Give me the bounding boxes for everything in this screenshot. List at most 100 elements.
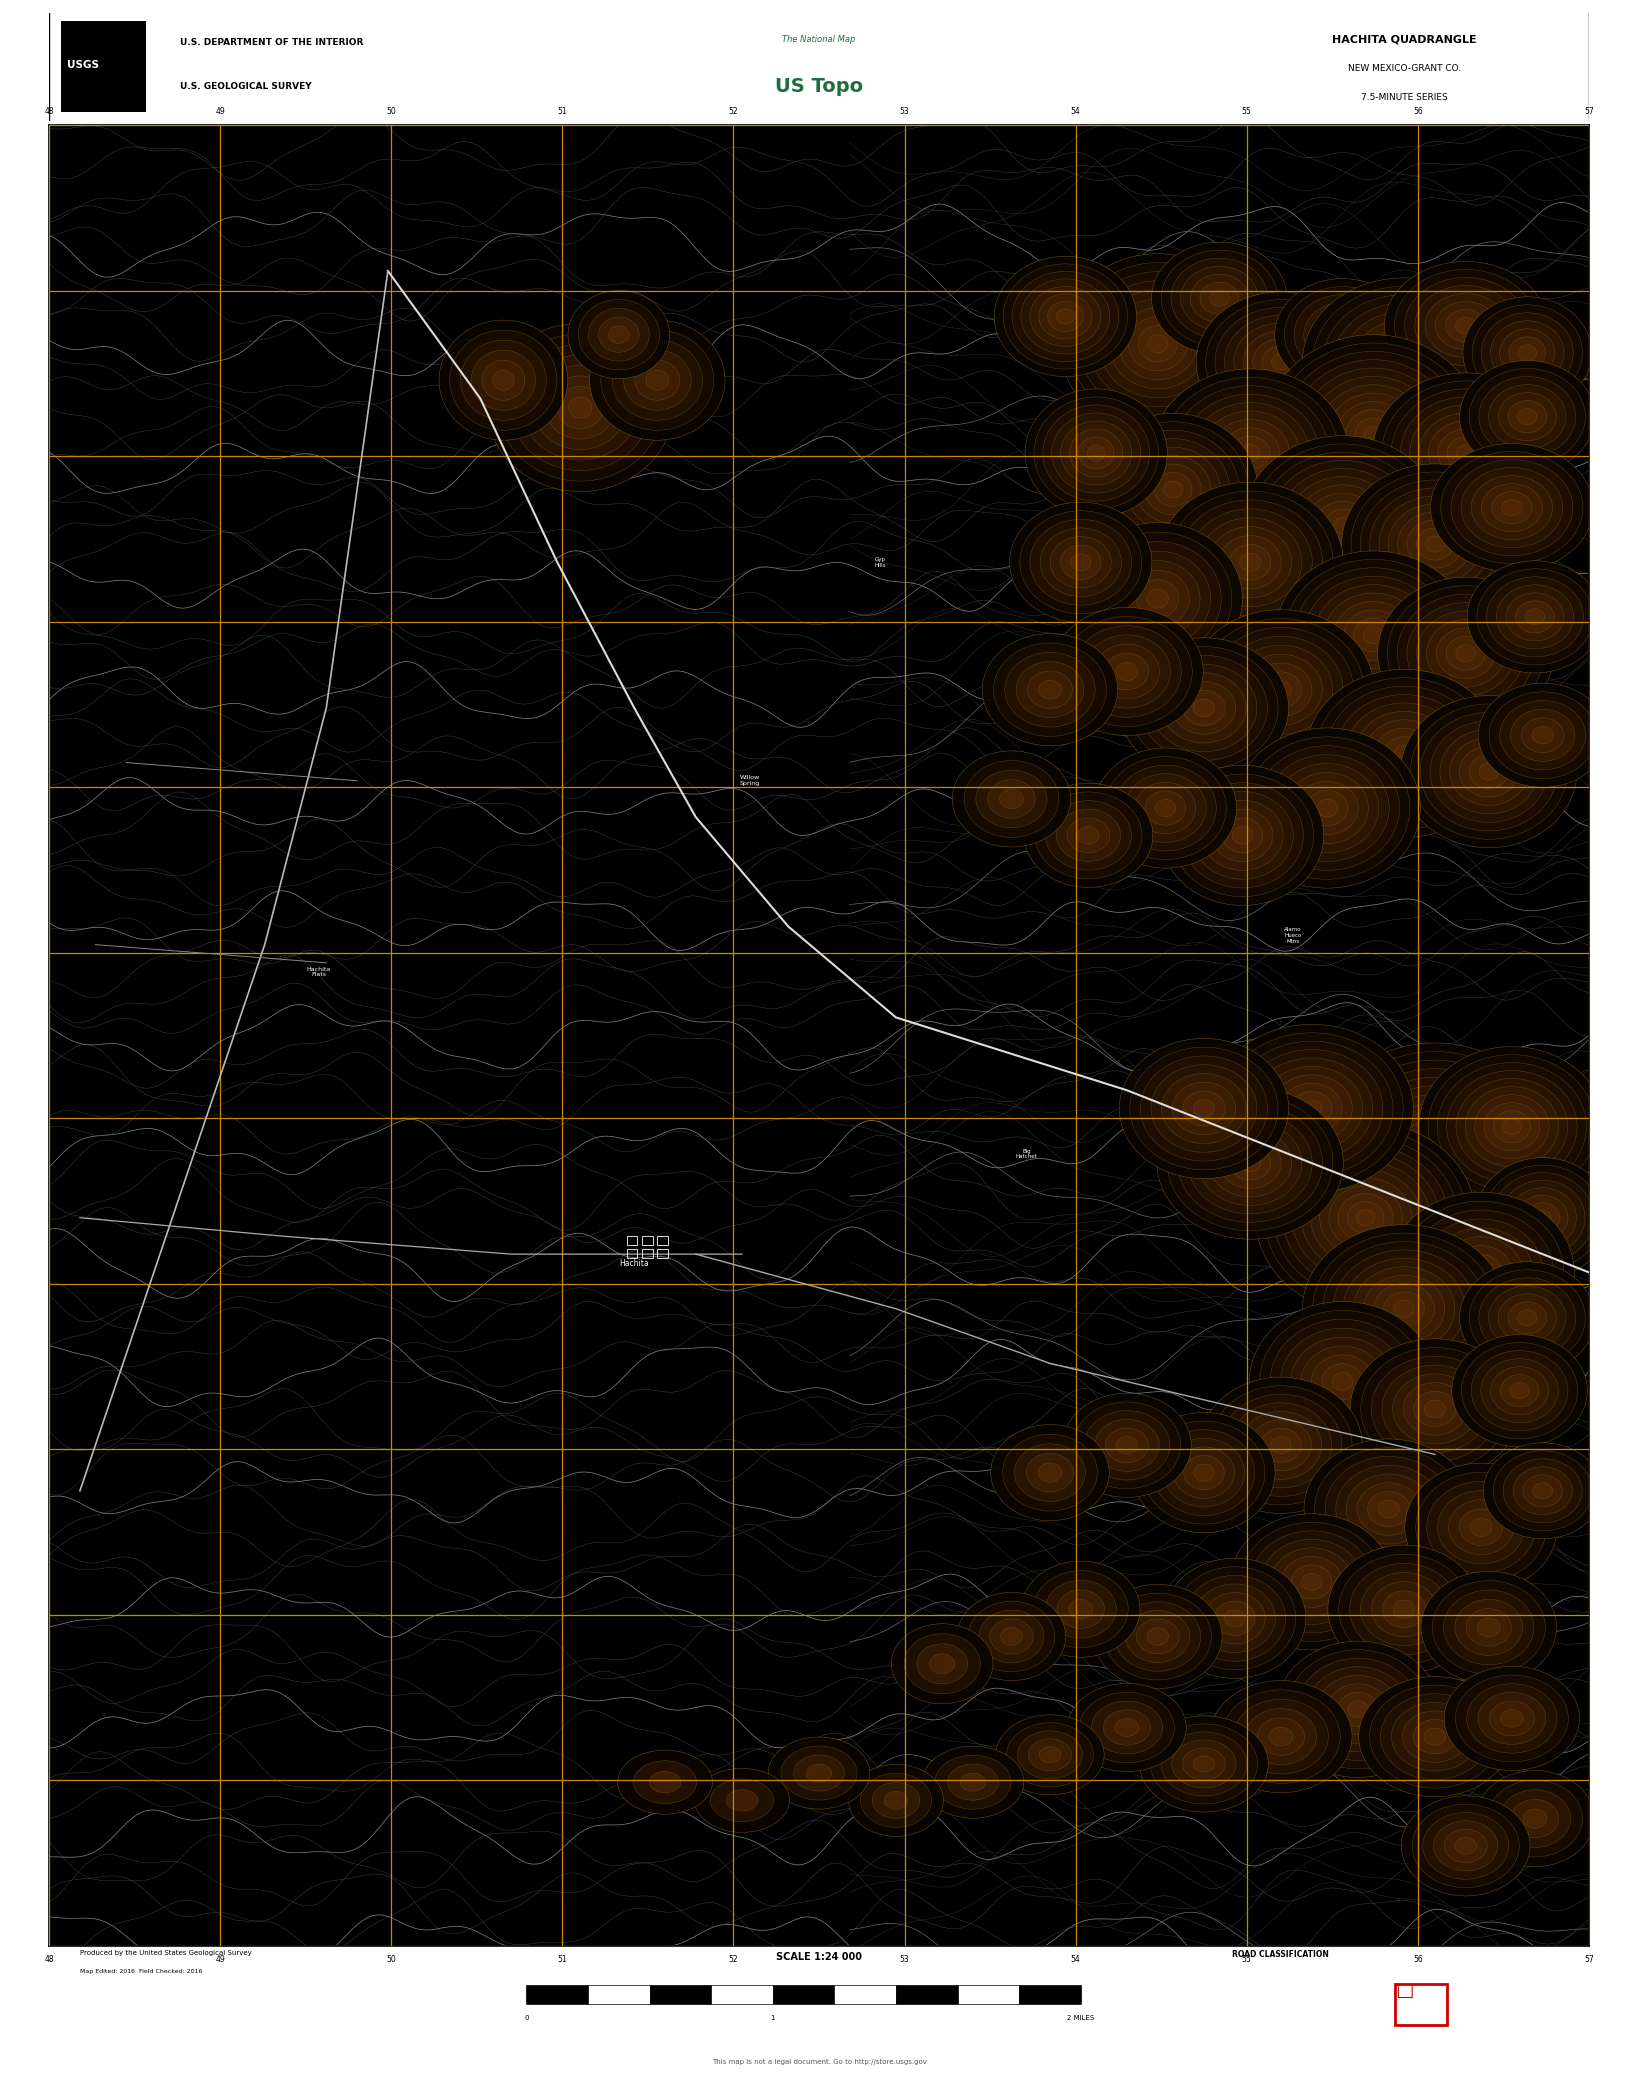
Ellipse shape [645, 370, 668, 390]
Ellipse shape [1414, 1718, 1456, 1754]
Bar [657, 1236, 668, 1244]
Ellipse shape [1161, 1731, 1247, 1796]
Ellipse shape [1060, 422, 1132, 484]
Ellipse shape [1045, 1581, 1117, 1637]
Ellipse shape [1487, 1781, 1582, 1856]
Ellipse shape [1117, 438, 1230, 541]
Text: 48: 48 [44, 1954, 54, 1965]
Ellipse shape [1265, 1130, 1466, 1305]
Ellipse shape [1499, 1789, 1571, 1848]
Ellipse shape [793, 1756, 845, 1792]
Ellipse shape [1209, 290, 1228, 307]
Ellipse shape [1066, 818, 1111, 852]
Ellipse shape [1296, 484, 1389, 566]
Ellipse shape [1038, 1748, 1061, 1762]
Ellipse shape [1070, 263, 1247, 424]
Ellipse shape [1297, 1658, 1419, 1760]
Text: Big
Hatchet: Big Hatchet [1016, 1148, 1038, 1159]
Ellipse shape [1399, 1201, 1564, 1343]
Ellipse shape [1459, 1261, 1595, 1374]
Ellipse shape [1188, 610, 1374, 770]
Ellipse shape [1147, 1629, 1168, 1645]
Ellipse shape [1233, 1700, 1328, 1775]
Ellipse shape [636, 359, 680, 401]
Ellipse shape [1409, 1211, 1553, 1334]
Ellipse shape [1002, 263, 1127, 370]
Ellipse shape [1456, 645, 1476, 662]
Ellipse shape [1281, 351, 1464, 518]
Ellipse shape [1301, 1347, 1384, 1418]
Ellipse shape [1514, 1466, 1572, 1516]
Ellipse shape [1294, 294, 1391, 374]
Ellipse shape [1097, 422, 1248, 557]
Ellipse shape [1191, 403, 1309, 503]
Ellipse shape [1271, 1437, 1291, 1453]
Ellipse shape [1499, 1295, 1556, 1343]
Ellipse shape [1125, 570, 1189, 626]
Text: 49: 49 [215, 106, 224, 117]
Ellipse shape [1156, 1088, 1343, 1238]
Ellipse shape [1414, 1391, 1456, 1426]
Ellipse shape [1378, 576, 1554, 729]
Text: 57: 57 [1584, 1954, 1594, 1965]
Ellipse shape [1369, 489, 1500, 599]
Ellipse shape [1387, 1192, 1574, 1353]
Ellipse shape [1479, 1278, 1576, 1357]
Ellipse shape [1430, 720, 1548, 823]
Ellipse shape [1463, 296, 1592, 409]
Ellipse shape [1152, 664, 1256, 752]
Ellipse shape [1522, 718, 1564, 752]
Ellipse shape [1327, 1683, 1389, 1735]
Ellipse shape [1034, 1570, 1129, 1647]
Ellipse shape [1220, 1034, 1404, 1184]
Ellipse shape [1214, 1601, 1255, 1635]
Ellipse shape [1451, 1334, 1587, 1447]
Ellipse shape [1004, 651, 1096, 727]
Ellipse shape [917, 1643, 968, 1683]
Ellipse shape [613, 340, 703, 420]
Ellipse shape [1209, 526, 1291, 597]
Ellipse shape [1035, 791, 1142, 879]
Ellipse shape [1433, 1821, 1497, 1871]
Ellipse shape [1461, 468, 1563, 547]
Ellipse shape [1335, 695, 1473, 812]
Ellipse shape [1258, 1718, 1304, 1756]
Ellipse shape [1034, 397, 1158, 509]
Ellipse shape [1012, 271, 1119, 361]
Ellipse shape [1163, 1558, 1305, 1679]
Ellipse shape [1079, 271, 1237, 416]
Ellipse shape [1243, 330, 1319, 393]
Ellipse shape [1481, 484, 1543, 532]
Ellipse shape [976, 770, 1047, 827]
Ellipse shape [1456, 1079, 1568, 1176]
Ellipse shape [1030, 286, 1101, 347]
Ellipse shape [1374, 336, 1435, 386]
Ellipse shape [523, 355, 639, 459]
Ellipse shape [1325, 687, 1482, 821]
Ellipse shape [1292, 1155, 1440, 1282]
Ellipse shape [1138, 326, 1178, 361]
Text: Produced by the United States Geological Survey: Produced by the United States Geological… [80, 1950, 252, 1956]
Bar [642, 1236, 652, 1244]
Ellipse shape [1402, 1710, 1468, 1762]
Ellipse shape [1240, 654, 1322, 725]
Ellipse shape [1245, 737, 1410, 879]
Ellipse shape [1397, 512, 1473, 576]
Ellipse shape [1315, 679, 1492, 829]
Ellipse shape [1350, 1564, 1458, 1656]
Ellipse shape [1384, 261, 1546, 390]
Ellipse shape [1355, 418, 1392, 451]
Ellipse shape [1312, 1234, 1495, 1384]
Ellipse shape [1181, 265, 1258, 330]
Ellipse shape [1291, 1336, 1394, 1426]
Text: 50: 50 [387, 1954, 396, 1965]
Ellipse shape [1088, 445, 1106, 461]
Ellipse shape [1094, 1420, 1160, 1472]
Ellipse shape [1445, 309, 1486, 342]
Ellipse shape [1125, 447, 1220, 532]
Ellipse shape [1474, 1094, 1550, 1159]
Ellipse shape [1173, 681, 1235, 735]
Ellipse shape [999, 789, 1024, 808]
Ellipse shape [649, 1771, 681, 1794]
Ellipse shape [1261, 1539, 1363, 1624]
